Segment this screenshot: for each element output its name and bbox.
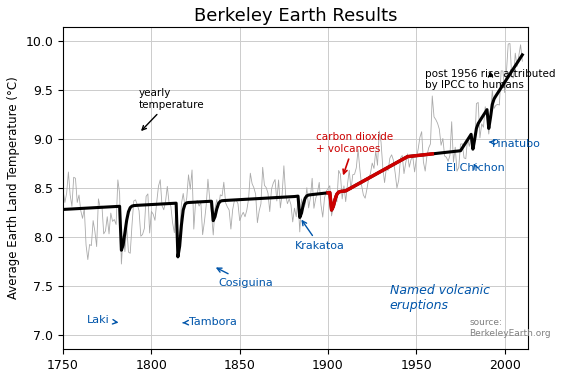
Text: Laki: Laki (87, 315, 117, 325)
Y-axis label: Average Earth Land Temperature (°C): Average Earth Land Temperature (°C) (7, 77, 20, 299)
Text: Tambora: Tambora (183, 317, 236, 327)
Text: Cosiguina: Cosiguina (217, 268, 273, 288)
Text: source:
BerkeleyEarth.org: source: BerkeleyEarth.org (469, 318, 551, 338)
Text: Krakatoa: Krakatoa (294, 221, 344, 251)
Text: Named volcanic
eruptions: Named volcanic eruptions (390, 284, 490, 312)
Title: Berkeley Earth Results: Berkeley Earth Results (194, 7, 397, 25)
Text: Pinatubo: Pinatubo (490, 139, 541, 149)
Text: El Chichon: El Chichon (446, 163, 505, 173)
Text: carbon dioxide
+ volcanoes: carbon dioxide + volcanoes (316, 132, 393, 174)
Text: yearly
temperature: yearly temperature (139, 88, 204, 130)
Text: post 1956 rise attributed
by IPCC to humans: post 1956 rise attributed by IPCC to hum… (425, 69, 556, 90)
